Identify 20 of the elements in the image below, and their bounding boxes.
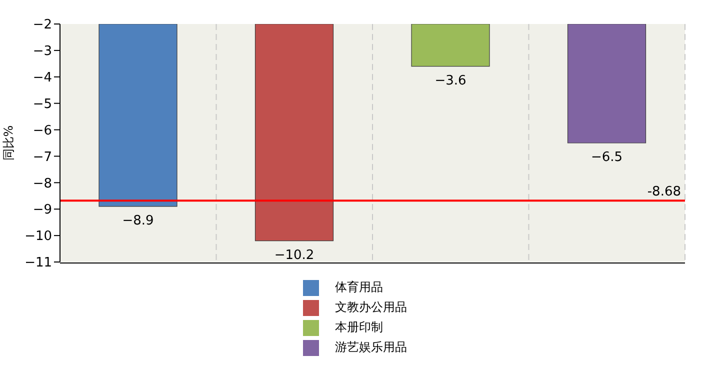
- y-tick-label: −2: [32, 18, 52, 33]
- y-tick-label: −7: [32, 150, 52, 165]
- y-tick-label: −6: [32, 123, 52, 138]
- data-label: −10.2: [274, 248, 314, 263]
- y-tick-label: −11: [24, 256, 52, 271]
- data-label: −8.9: [122, 213, 154, 228]
- legend-label: 文教办公用品: [335, 300, 407, 314]
- legend-label: 本册印制: [335, 320, 383, 334]
- data-label: −3.6: [434, 73, 466, 88]
- y-tick-label: −5: [32, 96, 52, 112]
- ref-line-label: -8.68: [647, 184, 681, 200]
- y-tick-label: −9: [32, 202, 52, 218]
- y-tick-label: −8: [32, 176, 52, 192]
- y-axis-title: 同比%: [1, 125, 16, 161]
- y-tick-label: −4: [32, 70, 52, 86]
- legend-label: 游艺娱乐用品: [335, 340, 407, 354]
- y-tick-label: −3: [32, 44, 52, 60]
- y-tick-label: −10: [24, 229, 52, 244]
- legend-label: 体育用品: [335, 280, 383, 294]
- data-label: −6.5: [590, 150, 623, 165]
